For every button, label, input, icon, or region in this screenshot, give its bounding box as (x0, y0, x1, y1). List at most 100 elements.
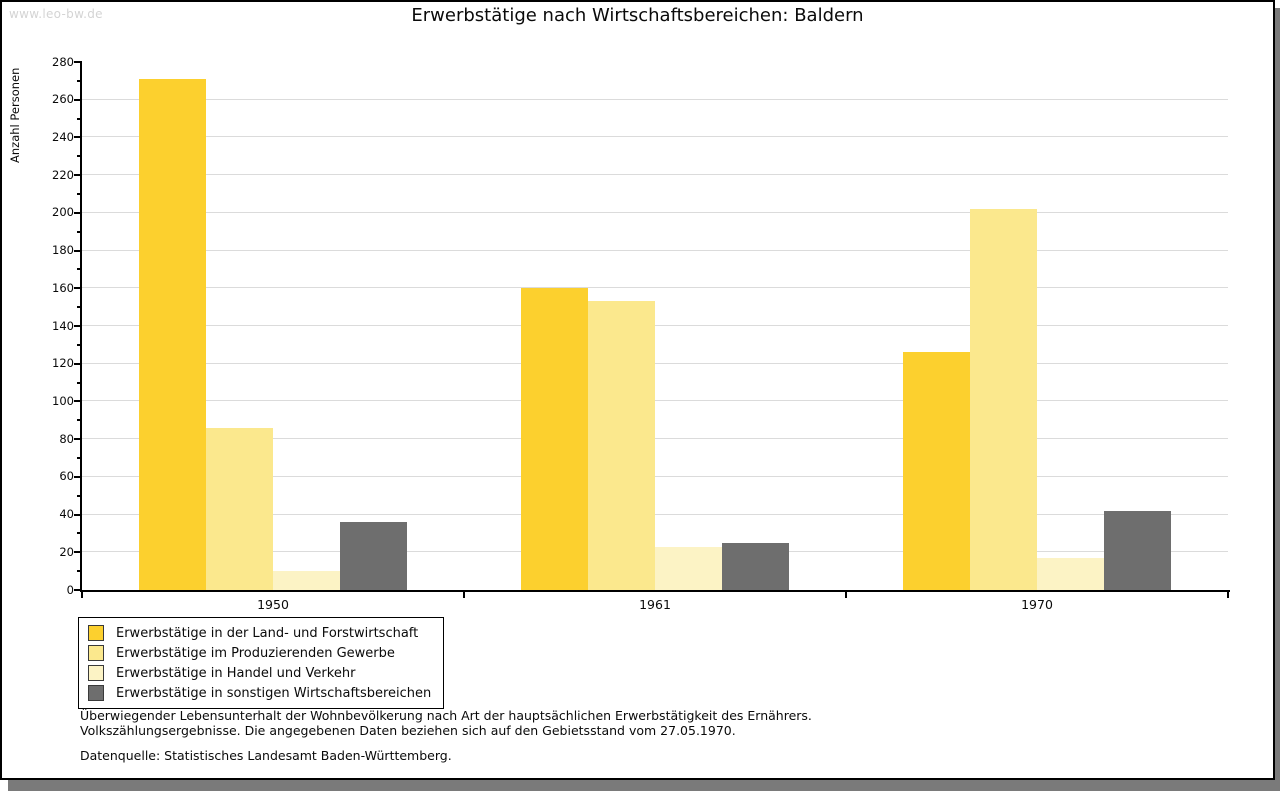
y-axis-tick (74, 61, 82, 63)
x-category-label: 1950 (257, 597, 289, 612)
gridline (82, 438, 1228, 440)
y-axis-tick-minor (77, 155, 82, 158)
x-axis-tick (1227, 590, 1229, 598)
y-axis-line (80, 62, 82, 592)
y-tick-label: 60 (59, 469, 74, 484)
legend-label: Erwerbstätige in Handel und Verkehr (116, 665, 356, 681)
y-axis-tick (74, 211, 82, 214)
x-category-label: 1961 (639, 597, 671, 612)
y-axis-tick (74, 513, 82, 516)
gridline (82, 475, 1228, 477)
y-tick-label: 160 (52, 280, 74, 295)
y-tick-label: 140 (52, 318, 74, 333)
bar (1104, 510, 1171, 590)
y-tick-label: 20 (59, 544, 74, 559)
gridline (82, 400, 1228, 402)
y-axis-tick-minor (77, 230, 82, 233)
chart-title: Erwerbstätige nach Wirtschaftsbereichen:… (411, 5, 864, 26)
y-tick-label: 240 (52, 129, 74, 144)
y-axis-tick (74, 136, 82, 139)
y-axis-tick-minor (77, 193, 82, 195)
bar (1037, 557, 1104, 590)
bar (655, 546, 722, 590)
y-axis-tick (74, 325, 82, 327)
y-tick-label: 200 (52, 205, 74, 220)
x-axis-tick (81, 590, 83, 598)
gridline (82, 325, 1228, 326)
y-axis-tick (74, 589, 82, 591)
y-axis-tick (74, 438, 82, 441)
y-axis-tick (74, 287, 82, 290)
footnote: Überwiegender Lebensunterhalt der Wohnbe… (80, 708, 812, 764)
y-axis-tick-minor (77, 306, 82, 309)
x-axis-line (80, 590, 1230, 592)
bar (903, 352, 970, 590)
gridline (82, 136, 1228, 138)
plot-area: 0 20 40 60 80 100 120 140 160 180 200 220 240 260 280 1… (52, 55, 1229, 612)
legend: Erwerbstätige in der Land- und Forstwirt… (78, 617, 445, 709)
x-axis-tick (463, 590, 465, 598)
y-axis-tick (74, 400, 82, 403)
y-tick-label: 120 (52, 356, 74, 371)
y-axis-tick-minor (77, 79, 82, 82)
y-axis-tick-minor (77, 381, 82, 384)
y-tick-label: 220 (52, 167, 74, 182)
y-tick-label: 80 (59, 431, 74, 446)
legend-label: Erwerbstätige in sonstigen Wirtschaftsbe… (116, 685, 432, 701)
legend-item: Erwerbstätige in sonstigen Wirtschaftsbe… (88, 683, 431, 703)
bar (521, 288, 588, 590)
y-tick-label: 260 (52, 92, 74, 107)
y-axis-tick (74, 475, 82, 478)
y-tick-label: 40 (59, 507, 74, 522)
bar (588, 301, 655, 590)
y-axis-tick (74, 98, 82, 101)
bar (340, 522, 407, 590)
y-axis-tick-minor (77, 457, 82, 459)
x-axis-tick (845, 590, 847, 598)
y-axis-tick-minor (77, 532, 82, 535)
y-tick-label: 0 (66, 582, 74, 597)
legend-label: Erwerbstätige im Produzierenden Gewerbe (116, 645, 395, 661)
y-axis-tick (74, 174, 82, 177)
gridline (82, 287, 1228, 289)
legend-label: Erwerbstätige in der Land- und Forstwirt… (116, 625, 419, 641)
y-axis-title: Anzahl Personen (8, 67, 22, 163)
legend-item: Erwerbstätige im Produzierenden Gewerbe (88, 643, 431, 663)
y-tick-label: 280 (52, 54, 74, 69)
y-axis-tick (74, 551, 82, 554)
card-shadow-right (1275, 8, 1280, 791)
y-tick-label: 100 (52, 393, 74, 408)
bar (970, 209, 1037, 590)
gridline (82, 513, 1228, 515)
legend-item: Erwerbstätige in Handel und Verkehr (88, 663, 431, 683)
gridline (82, 362, 1228, 364)
bar (273, 571, 340, 590)
y-tick-label: 180 (52, 243, 74, 258)
legend-swatch-land-forstwirtschaft-icon (88, 625, 104, 641)
y-axis-tick-minor (77, 268, 82, 271)
bar (722, 542, 789, 590)
gridline (82, 174, 1228, 176)
y-axis-tick (74, 362, 82, 365)
gridline (82, 211, 1228, 213)
y-axis-tick-minor (77, 117, 82, 120)
bar (206, 427, 273, 590)
legend-swatch-produzierendes-gewerbe-icon (88, 645, 104, 661)
y-axis-tick-minor (77, 494, 82, 497)
legend-swatch-sonstige-icon (88, 685, 104, 701)
gridline (82, 98, 1228, 100)
bar (139, 78, 206, 590)
x-category-label: 1970 (1021, 597, 1053, 612)
watermark: www.leo-bw.de (9, 7, 103, 21)
card-shadow-bottom (8, 780, 1275, 791)
y-axis-tick-minor (77, 419, 82, 422)
footnote-line: Überwiegender Lebensunterhalt der Wohnbe… (80, 708, 812, 723)
y-axis-tick-minor (77, 570, 82, 573)
legend-item: Erwerbstätige in der Land- und Forstwirt… (88, 623, 431, 643)
footnote-line: Volkszählungsergebnisse. Die angegebenen… (80, 722, 736, 738)
legend-swatch-handel-verkehr-icon (88, 665, 104, 681)
gridline (82, 249, 1228, 251)
y-axis-tick (74, 249, 82, 252)
data-source: Datenquelle: Statistisches Landesamt Bad… (80, 748, 452, 763)
